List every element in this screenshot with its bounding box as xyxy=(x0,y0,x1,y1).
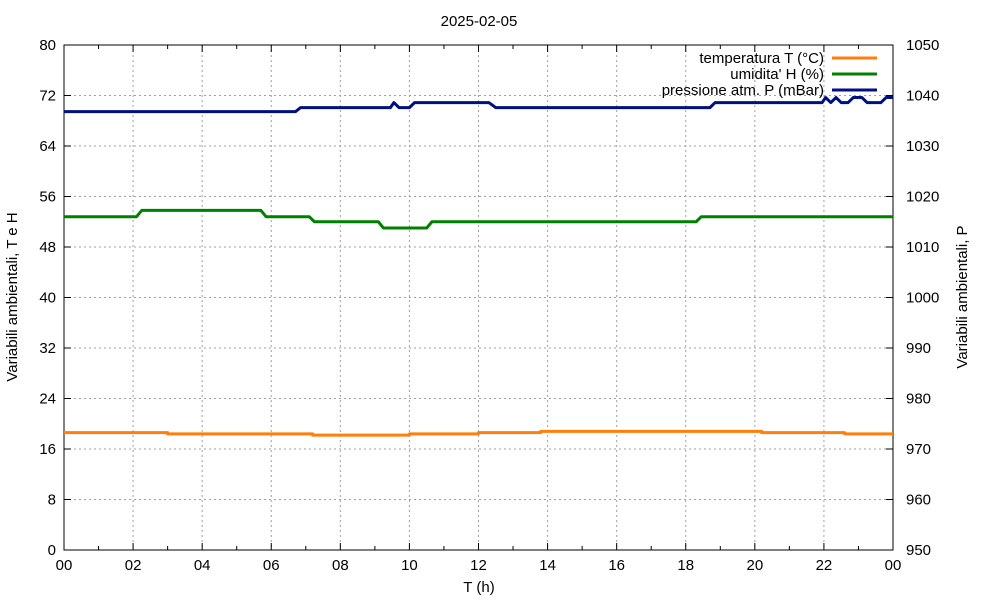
y-right-tick-label: 1010 xyxy=(906,239,939,256)
y-left-tick-label: 16 xyxy=(39,441,56,458)
series-line-2 xyxy=(64,208,893,230)
y-right-tick-label: 950 xyxy=(906,542,931,559)
x-tick-label: 18 xyxy=(677,557,694,574)
x-tick-label: 12 xyxy=(470,557,487,574)
legend-label-3: pressione atm. P (mBar) xyxy=(662,82,824,99)
series-line-1 xyxy=(64,429,893,437)
x-tick-label: 20 xyxy=(746,557,763,574)
x-tick-label: 10 xyxy=(401,557,418,574)
y-right-tick-label: 960 xyxy=(906,492,931,509)
y-left-tick-label: 0 xyxy=(48,542,56,559)
x-tick-label: 08 xyxy=(332,557,349,574)
y-right-tick-label: 1000 xyxy=(906,290,939,307)
legend: temperatura T (°C)umidita' H (%)pression… xyxy=(662,50,877,99)
y-right-tick-label: 1020 xyxy=(906,189,939,206)
y-right-tick-label: 1040 xyxy=(906,88,939,105)
x-tick-label: 00 xyxy=(56,557,73,574)
grid xyxy=(64,45,893,550)
y-right-tick-label: 990 xyxy=(906,340,931,357)
x-tick-label: 04 xyxy=(194,557,211,574)
y-axis-label-right: Variabili ambientali, P xyxy=(954,225,971,368)
legend-label-2: umidita' H (%) xyxy=(730,66,824,83)
y-axis-label-left: Variabili ambientali, T e H xyxy=(4,212,21,381)
legend-label-1: temperatura T (°C) xyxy=(699,50,824,67)
series-line-3 xyxy=(64,96,893,114)
x-tick-label: 06 xyxy=(263,557,280,574)
y-right-tick-label: 1050 xyxy=(906,37,939,54)
y-left-tick-label: 80 xyxy=(39,37,56,54)
y-left-tick-label: 64 xyxy=(39,138,56,155)
axis-ticks: 00 02 04 06 08 10 12 14 16 18 20 22 0008162432404856… xyxy=(39,37,939,574)
x-tick-label: 14 xyxy=(539,557,556,574)
x-tick-label: 16 xyxy=(608,557,625,574)
y-left-tick-label: 32 xyxy=(39,340,56,357)
y-left-tick-label: 48 xyxy=(39,239,56,256)
series-lines xyxy=(64,96,893,437)
y-left-tick-label: 8 xyxy=(48,492,56,509)
y-right-tick-label: 1030 xyxy=(906,138,939,155)
x-tick-label: 00 xyxy=(885,557,902,574)
x-tick-label: 22 xyxy=(816,557,833,574)
y-left-tick-label: 56 xyxy=(39,189,56,206)
x-axis-label: T (h) xyxy=(463,579,494,596)
chart-title: 2025-02-05 xyxy=(441,13,518,30)
x-tick-label: 02 xyxy=(125,557,142,574)
y-left-tick-label: 24 xyxy=(39,391,56,408)
y-left-tick-label: 72 xyxy=(39,88,56,105)
y-left-tick-label: 40 xyxy=(39,290,56,307)
y-right-tick-label: 980 xyxy=(906,391,931,408)
y-right-tick-label: 970 xyxy=(906,441,931,458)
